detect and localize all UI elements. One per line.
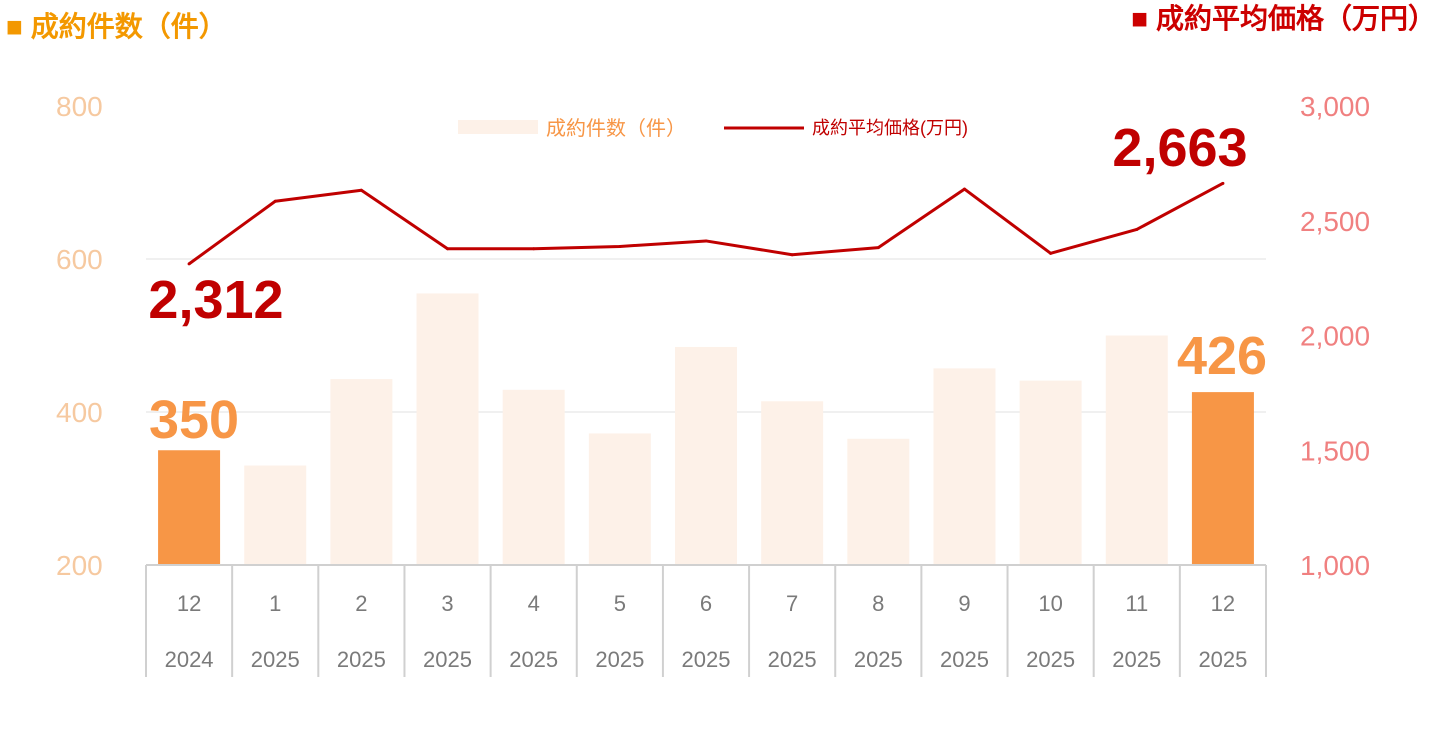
right-axis-title: ■ 成約平均価格（万円） xyxy=(1131,2,1436,34)
line-point xyxy=(446,247,450,251)
price-line xyxy=(188,182,1224,266)
bar xyxy=(1019,380,1082,565)
category-month-label: 3 xyxy=(441,591,453,616)
left-axis-ticks: 200 400 600 800 xyxy=(56,91,103,581)
line-point xyxy=(532,247,536,251)
callout-bar-first: 350 xyxy=(149,390,239,450)
right-tick-label: 3,000 xyxy=(1300,91,1370,122)
line-point xyxy=(1221,181,1225,185)
legend: 成約件数（件） 成約平均価格(万円) xyxy=(458,117,968,140)
category-month-label: 12 xyxy=(177,591,201,616)
category-month-label: 1 xyxy=(269,591,281,616)
category-year-label: 2025 xyxy=(423,647,472,672)
right-tick-label: 1,000 xyxy=(1300,550,1370,581)
right-tick-label: 2,500 xyxy=(1300,206,1370,237)
left-axis-title: ■ 成約件数（件） xyxy=(6,10,227,42)
right-tick-label: 1,500 xyxy=(1300,435,1370,466)
legend-bar-label: 成約件数（件） xyxy=(546,117,686,140)
left-tick-label: 800 xyxy=(56,91,103,122)
category-year-label: 2025 xyxy=(1112,647,1161,672)
left-tick-label: 200 xyxy=(56,550,103,581)
category-year-label: 2025 xyxy=(251,647,300,672)
category-month-label: 10 xyxy=(1038,591,1062,616)
category-year-label: 2025 xyxy=(509,647,558,672)
line-point xyxy=(187,262,191,266)
right-axis-ticks: 1,000 1,500 2,000 2,500 3,000 xyxy=(1300,91,1370,581)
category-month-label: 4 xyxy=(528,591,540,616)
category-year-label: 2025 xyxy=(682,647,731,672)
line-point xyxy=(359,188,363,192)
callout-line-last: 2,663 xyxy=(1112,118,1247,178)
bar xyxy=(244,465,307,565)
category-year-label: 2025 xyxy=(768,647,817,672)
bar xyxy=(1105,335,1168,565)
line-point xyxy=(876,246,880,250)
line-point xyxy=(618,244,622,248)
bar xyxy=(1191,392,1254,565)
category-year-label: 2025 xyxy=(854,647,903,672)
category-year-label: 2025 xyxy=(337,647,386,672)
line-point xyxy=(962,187,966,191)
category-month-label: 2 xyxy=(355,591,367,616)
category-month-label: 11 xyxy=(1125,591,1148,616)
left-tick-label: 400 xyxy=(56,397,103,428)
category-month-label: 12 xyxy=(1211,591,1235,616)
right-tick-label: 2,000 xyxy=(1300,321,1370,352)
category-month-label: 8 xyxy=(872,591,884,616)
bar xyxy=(588,433,651,565)
callout-line-first: 2,312 xyxy=(148,270,283,330)
bar-series xyxy=(158,293,1254,565)
line-point xyxy=(1049,251,1053,255)
category-year-label: 2025 xyxy=(940,647,989,672)
category-month-label: 9 xyxy=(958,591,970,616)
bar xyxy=(847,438,910,565)
category-month-label: 5 xyxy=(614,591,626,616)
line-point xyxy=(704,239,708,243)
legend-line-label: 成約平均価格(万円) xyxy=(812,118,968,138)
category-table: 12 2024 1 2025 2 2025 3 2025 4 2025 5 2025 6 2025 7 202… xyxy=(145,564,1267,677)
legend-bar-swatch xyxy=(458,120,538,134)
category-year-label: 2025 xyxy=(1026,647,1075,672)
left-tick-label: 600 xyxy=(56,244,103,275)
line-series xyxy=(187,181,1225,266)
line-point xyxy=(1135,227,1139,231)
bar xyxy=(675,346,737,565)
line-point xyxy=(790,253,794,257)
bar xyxy=(933,368,996,565)
category-year-label: 2024 xyxy=(165,647,214,672)
bar xyxy=(416,293,479,565)
category-month-label: 7 xyxy=(786,591,798,616)
category-month-label: 6 xyxy=(700,591,712,616)
callout-bar-last: 426 xyxy=(1177,326,1267,386)
bar xyxy=(761,401,824,565)
category-year-label: 2025 xyxy=(1198,647,1247,672)
bar xyxy=(158,450,221,565)
category-year-label: 2025 xyxy=(595,647,644,672)
bar xyxy=(330,379,393,565)
bar xyxy=(502,389,565,565)
line-point xyxy=(273,199,277,203)
